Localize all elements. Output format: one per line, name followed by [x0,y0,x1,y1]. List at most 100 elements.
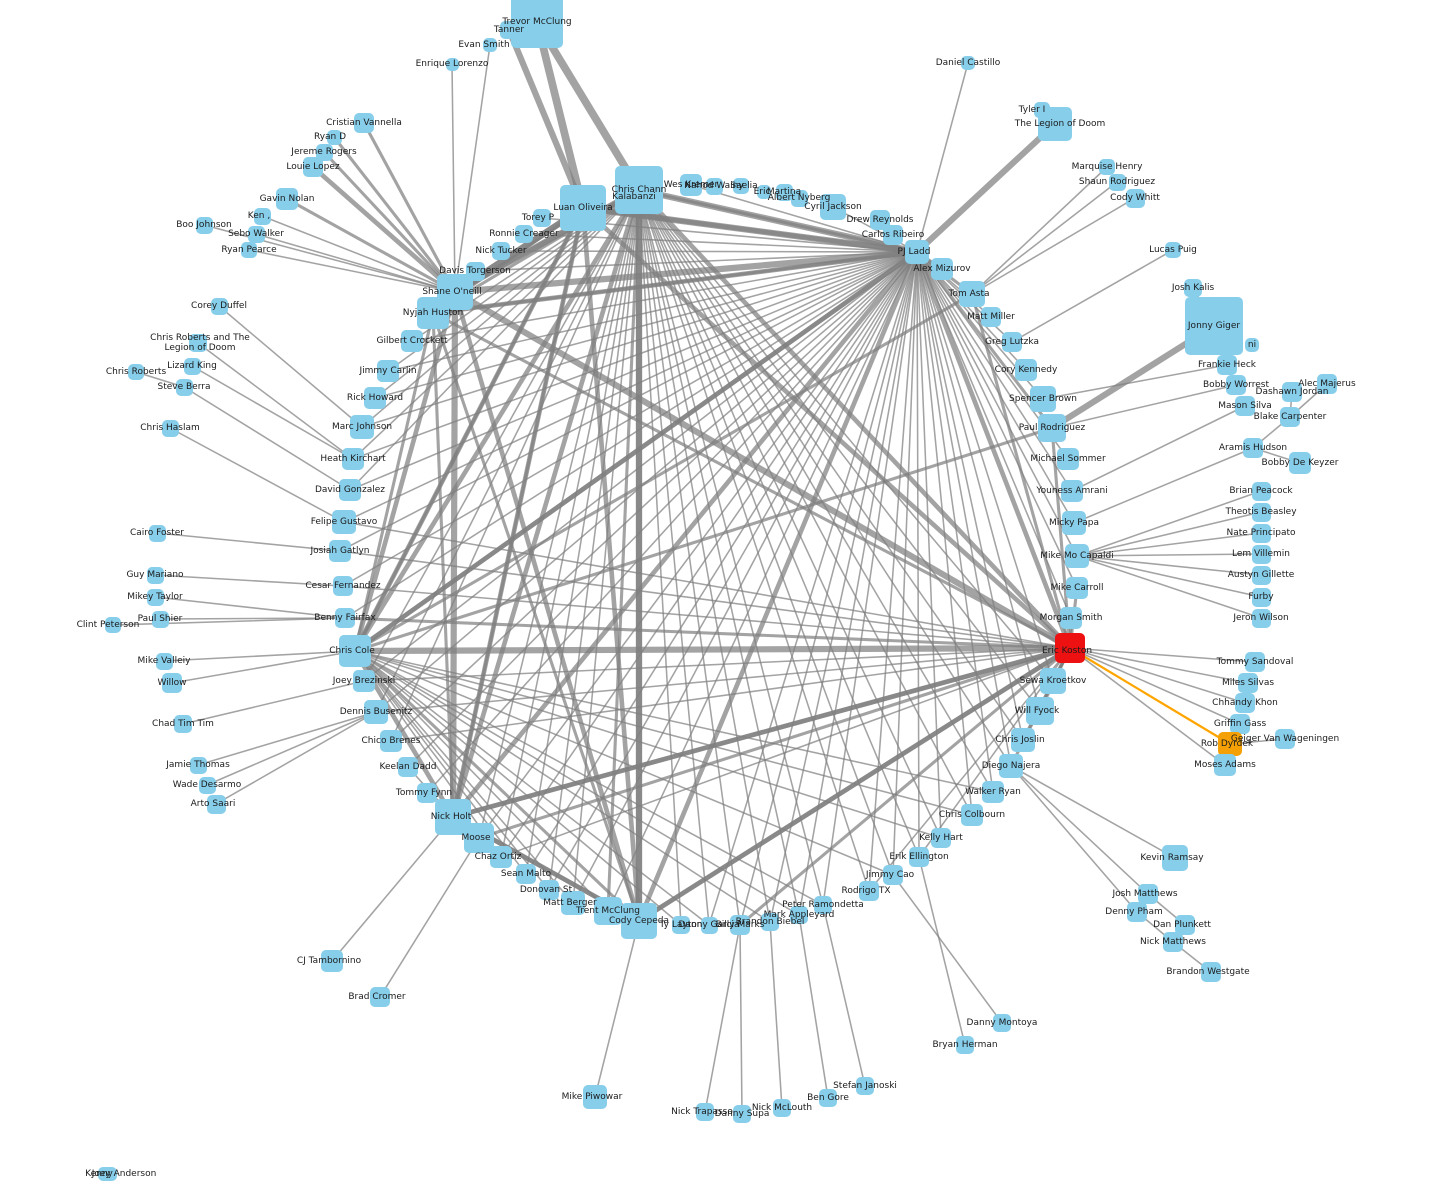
graph-node[interactable] [335,608,355,628]
graph-node[interactable] [370,987,390,1007]
graph-node[interactable] [931,258,953,280]
graph-node[interactable] [353,670,375,692]
graph-node[interactable] [672,916,690,934]
graph-node[interactable] [1317,374,1337,394]
graph-node[interactable] [339,635,371,667]
graph-node[interactable] [492,242,510,260]
graph-node[interactable] [398,757,418,777]
graph-node[interactable] [956,1036,974,1054]
graph-node[interactable] [961,804,983,826]
graph-node[interactable] [1251,481,1271,501]
graph-node[interactable] [128,364,144,380]
graph-node[interactable] [516,864,536,884]
graph-node[interactable] [483,38,497,52]
graph-node[interactable] [161,419,179,437]
graph-node[interactable] [1060,607,1082,629]
graph-node[interactable] [155,652,173,670]
graph-node[interactable] [1108,173,1126,191]
graph-node[interactable] [1217,355,1237,375]
graph-node[interactable] [1282,382,1302,402]
graph-node[interactable] [883,225,903,245]
graph-node[interactable] [511,0,563,48]
graph-node[interactable] [961,56,975,70]
graph-node[interactable] [1280,407,1300,427]
graph-node[interactable] [696,1103,714,1121]
graph-node[interactable] [560,185,606,231]
graph-node[interactable] [1184,279,1202,297]
graph-node[interactable] [539,880,559,900]
graph-node[interactable] [162,673,182,693]
graph-node[interactable] [354,113,374,133]
graph-node[interactable] [151,610,169,628]
graph-node[interactable] [1214,754,1236,776]
graph-node[interactable] [1038,107,1072,141]
graph-node[interactable] [329,540,351,562]
graph-node[interactable] [183,357,201,375]
graph-node[interactable] [206,794,226,814]
graph-node[interactable] [1235,396,1255,416]
graph-node[interactable] [342,448,364,470]
graph-node[interactable] [1251,544,1271,564]
graph-node[interactable] [905,240,929,264]
graph-node[interactable] [705,177,723,195]
graph-node[interactable] [700,916,718,934]
graph-node[interactable] [175,378,193,396]
graph-node[interactable] [253,207,271,225]
graph-node[interactable] [189,334,207,352]
graph-node[interactable] [583,1085,607,1109]
graph-node[interactable] [1026,697,1054,725]
graph-node[interactable] [380,730,402,752]
graph-node[interactable] [146,566,164,584]
graph-node[interactable] [490,846,512,868]
graph-node[interactable] [1061,480,1083,502]
graph-node[interactable] [959,281,985,307]
graph-node[interactable] [146,588,164,606]
graph-node[interactable] [594,897,622,925]
graph-node[interactable] [1125,188,1145,208]
graph-node[interactable] [757,185,771,199]
graph-node[interactable] [515,225,533,243]
graph-node[interactable] [1175,915,1195,935]
graph-node[interactable] [445,57,459,71]
graph-node[interactable] [1127,902,1147,922]
graph-node[interactable] [148,524,166,542]
graph-node[interactable] [350,415,374,439]
graph-node[interactable] [333,576,353,596]
graph-node[interactable] [1011,728,1035,752]
graph-node[interactable] [339,479,361,501]
graph-node[interactable] [1251,608,1271,628]
graph-node[interactable] [303,157,323,177]
graph-node[interactable] [533,209,551,227]
graph-node[interactable] [1251,587,1271,607]
graph-node[interactable] [993,1014,1011,1032]
graph-node[interactable] [733,1105,751,1123]
graph-node[interactable] [321,950,343,972]
graph-node[interactable] [105,617,121,633]
graph-node[interactable] [401,330,423,352]
graph-node[interactable] [241,242,257,258]
graph-node[interactable] [195,216,213,234]
graph-node[interactable] [1040,668,1066,694]
graph-node[interactable] [1057,448,1079,470]
graph-node[interactable] [1163,932,1183,952]
graph-node[interactable] [1015,359,1037,381]
graph-node[interactable] [773,1099,791,1117]
graph-node[interactable] [1062,511,1086,535]
graph-node[interactable] [761,913,779,931]
graph-node[interactable] [210,297,228,315]
graph-node[interactable] [1238,673,1258,693]
graph-node[interactable] [775,183,793,201]
graph-node[interactable] [1185,297,1243,355]
graph-node[interactable] [417,783,437,803]
graph-node[interactable] [730,915,750,935]
graph-node[interactable] [1245,338,1259,352]
graph-node[interactable] [814,896,832,914]
graph-node[interactable] [1162,845,1188,871]
graph-node[interactable] [931,828,951,848]
graph-node[interactable] [999,754,1023,778]
graph-node[interactable] [1275,729,1295,749]
graph-node[interactable] [500,21,518,39]
graph-node[interactable] [820,194,846,220]
graph-node[interactable] [790,906,808,924]
graph-node[interactable] [364,700,388,724]
